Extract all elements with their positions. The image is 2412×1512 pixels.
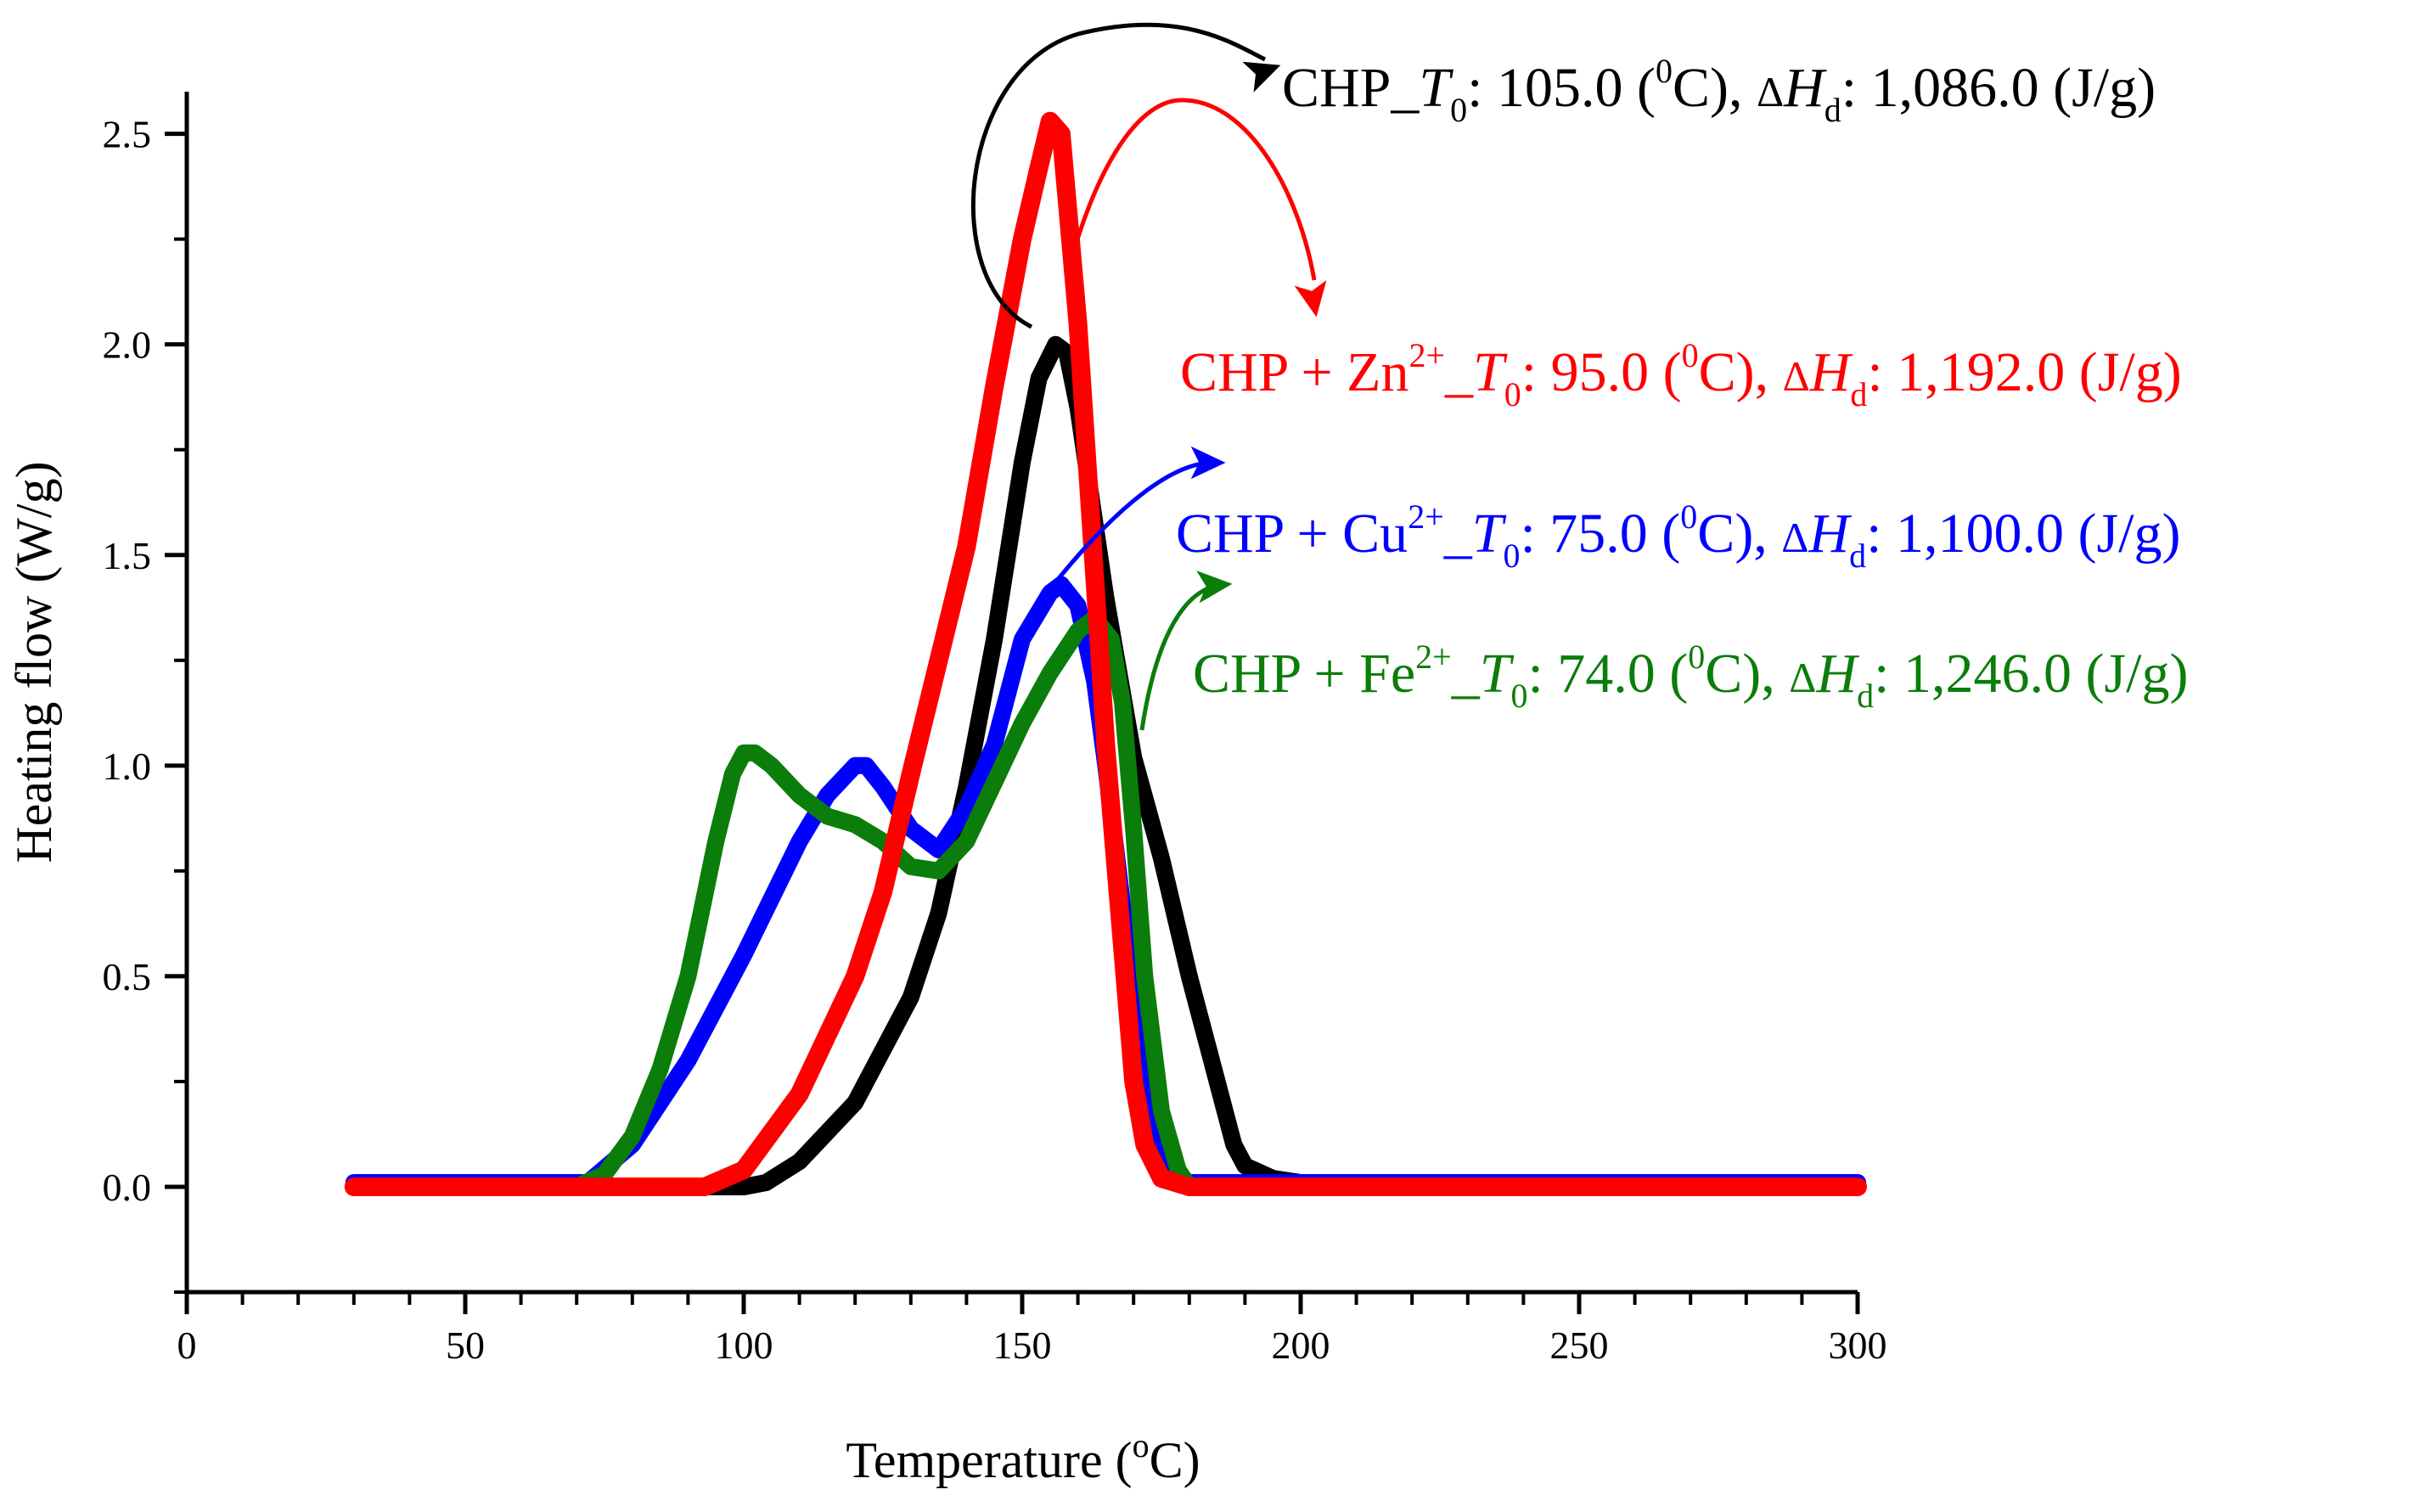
axes-layer: 0 50 100 150 200 250 300 0.0 0.5 1.0 1.5 2.0 2.5 [103, 92, 1887, 1367]
y-tick-label: 1.0 [103, 745, 152, 788]
annotation-arrows [970, 22, 1327, 731]
arrow-head [1190, 446, 1226, 480]
y-tick-label: 1.5 [103, 534, 152, 577]
arrow-head [1294, 279, 1327, 318]
annotation-arrow [1065, 98, 1317, 281]
x-tick-label: 250 [1550, 1324, 1609, 1367]
annotation-arrow [970, 22, 1267, 329]
series-line-chp-fe2 [345, 610, 1866, 1195]
annotation-chp: CHP_T0: 105.0 (0C), ΔHd: 1,086.0 (J/g) [1282, 52, 2156, 129]
x-tick-label: 50 [446, 1324, 485, 1367]
x-tick-label: 100 [715, 1324, 773, 1367]
series-line-chp-cu2 [345, 576, 1866, 1191]
arrow-head [1242, 61, 1281, 93]
annotation-layer: CHP_T0: 105.0 (0C), ΔHd: 1,086.0 (J/g) CH… [1176, 52, 2188, 715]
y-axis-title: Heating flow (W/g) [6, 461, 62, 863]
series-layer [344, 111, 1867, 1196]
annotation-arrow [1051, 460, 1211, 587]
y-tick-label: 2.5 [103, 113, 152, 156]
x-tick-label: 0 [177, 1324, 197, 1367]
axis-titles: Temperature (oC) Heating flow (W/g) [6, 461, 1200, 1488]
x-tick-label: 200 [1272, 1324, 1330, 1367]
series-line-chp-zn2 [344, 111, 1867, 1196]
x-tick-label: 300 [1829, 1324, 1887, 1367]
annotation-arrow [1139, 583, 1217, 731]
x-tick-label: 150 [993, 1324, 1052, 1367]
y-tick-label: 0.0 [103, 1166, 152, 1209]
y-tick-label: 0.5 [103, 955, 152, 998]
x-axis-title: Temperature (oC) [846, 1426, 1200, 1488]
series-line-chp [345, 335, 1866, 1195]
y-tick-label: 2.0 [103, 323, 152, 367]
annotation-zn: CHP + Zn2+_T0: 95.0 (0C), ΔHd: 1,192.0 (… [1180, 336, 2182, 413]
annotation-fe: CHP + Fe2+_T0: 74.0 (0C), ΔHd: 1,246.0 (… [1193, 638, 2188, 715]
arrow-head [1196, 571, 1233, 604]
annotation-cu: CHP + Cu2+_T0: 75.0 (0C), ΔHd: 1,100.0 (… [1176, 497, 2180, 575]
